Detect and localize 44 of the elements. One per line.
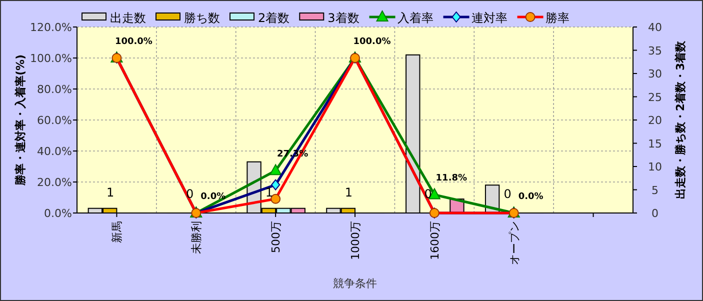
x-tick-label: 500万 (270, 221, 283, 253)
data-label: 0.0% (518, 192, 544, 202)
y-axis-title: 勝率・連対率・入着率(%) (14, 54, 27, 187)
y2-axis-title: 出走数・勝ち数・2着数・3着数 (674, 40, 687, 200)
x-axis-title: 競争条件 (333, 277, 377, 290)
legend-label: 連対率 (471, 11, 508, 25)
y2-tick-label: 40 (648, 21, 662, 34)
point (271, 179, 280, 190)
y-tick-label: 20.0% (37, 176, 72, 189)
legend-label: 勝ち数 (184, 11, 220, 25)
legend-label: 入着率 (397, 11, 434, 25)
data-label: 1 (344, 185, 352, 200)
data-label: 11.8% (436, 174, 468, 184)
x-tick-label: 1600万 (428, 221, 442, 260)
y2-tick-label: 25 (648, 90, 662, 104)
legend-label: 勝率 (545, 11, 570, 25)
y-tick-label: 60.0% (37, 114, 72, 127)
y-tick-label: 100.0% (30, 52, 72, 65)
legend-label: 出走数 (110, 11, 146, 25)
y-tick-label: 120.0% (30, 21, 72, 34)
legend-label: 3着数 (328, 11, 360, 25)
x-tick-label: 未勝利 (190, 221, 204, 254)
data-label: 100.0% (353, 37, 391, 47)
y2-tick-label: 20 (648, 114, 662, 127)
bar (276, 208, 291, 214)
y-tick-label: 0.0% (44, 207, 72, 220)
y2-tick-label: 5 (652, 184, 658, 197)
y2-tick-label: 15 (648, 137, 662, 150)
x-tick-label: 1000万 (349, 221, 362, 260)
data-label: 100.0% (114, 37, 152, 47)
x-tick-label: オープン (508, 221, 521, 265)
data-label: 1 (106, 185, 114, 200)
y-tick-label: 80.0% (37, 83, 72, 96)
point (270, 164, 282, 176)
x-tick-label: 新馬 (110, 221, 124, 243)
data-label: 0 (504, 187, 512, 201)
y2-tick-label: 10 (648, 160, 662, 174)
data-label: 0.0% (200, 192, 226, 202)
y2-tick-label: 0 (652, 207, 658, 220)
data-label: 1 (265, 185, 274, 200)
y2-tick-label: 30 (648, 68, 662, 80)
y-tick-label: 40.0% (37, 145, 72, 158)
y2-tick-label: 35 (648, 44, 662, 58)
legend-label: 2着数 (258, 11, 290, 25)
